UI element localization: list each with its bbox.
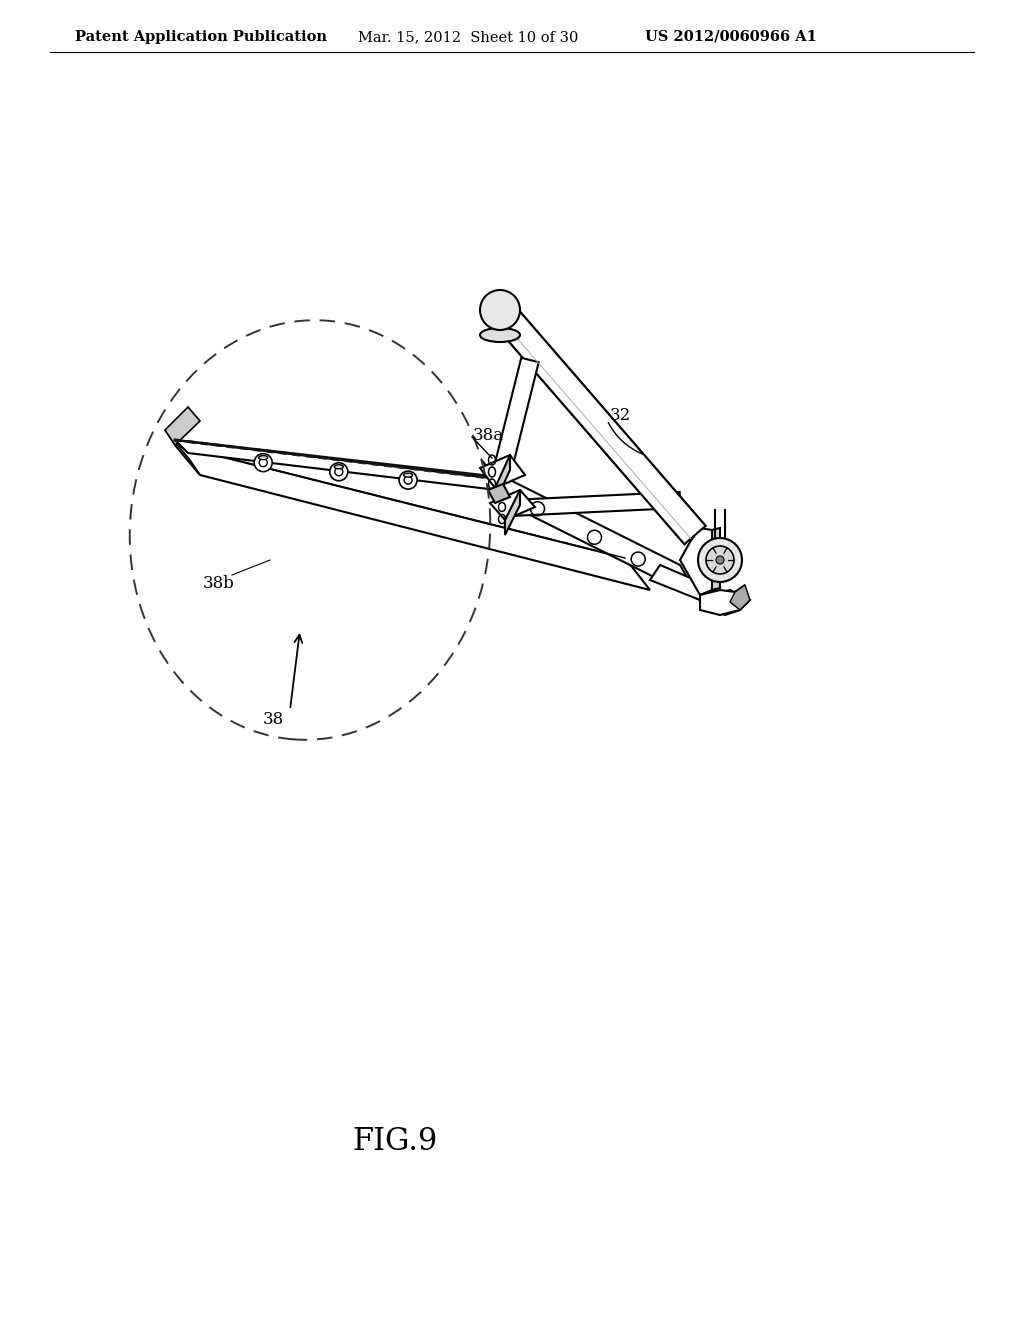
Polygon shape (490, 490, 535, 520)
Polygon shape (480, 455, 525, 488)
Circle shape (480, 290, 520, 330)
Polygon shape (482, 459, 510, 506)
Circle shape (698, 539, 742, 582)
Text: 32: 32 (610, 407, 631, 424)
Polygon shape (492, 358, 539, 482)
Text: 38b: 38b (203, 574, 234, 591)
Ellipse shape (334, 465, 343, 469)
Polygon shape (680, 528, 712, 595)
Polygon shape (495, 455, 510, 503)
Circle shape (706, 546, 734, 574)
Text: Mar. 15, 2012  Sheet 10 of 30: Mar. 15, 2012 Sheet 10 of 30 (358, 30, 579, 44)
Ellipse shape (403, 473, 413, 477)
Polygon shape (712, 528, 720, 590)
Polygon shape (510, 492, 680, 516)
Text: Patent Application Publication: Patent Application Publication (75, 30, 327, 44)
Circle shape (404, 477, 412, 484)
Ellipse shape (480, 327, 520, 342)
Polygon shape (490, 470, 700, 601)
Polygon shape (489, 301, 706, 544)
Circle shape (716, 556, 724, 564)
Polygon shape (730, 585, 750, 610)
Circle shape (254, 454, 272, 471)
Circle shape (399, 471, 417, 490)
Polygon shape (165, 430, 200, 475)
Text: 38: 38 (262, 711, 284, 729)
Polygon shape (175, 440, 497, 490)
Circle shape (259, 458, 267, 467)
Polygon shape (165, 407, 200, 445)
Ellipse shape (259, 455, 267, 459)
Circle shape (330, 463, 348, 480)
Polygon shape (488, 484, 510, 503)
Polygon shape (700, 585, 745, 615)
Text: 38a: 38a (473, 426, 504, 444)
Polygon shape (650, 565, 750, 615)
Text: US 2012/0060966 A1: US 2012/0060966 A1 (645, 30, 817, 44)
Polygon shape (505, 490, 520, 535)
Polygon shape (175, 445, 650, 590)
Circle shape (335, 467, 343, 475)
Text: FIG.9: FIG.9 (352, 1126, 437, 1158)
